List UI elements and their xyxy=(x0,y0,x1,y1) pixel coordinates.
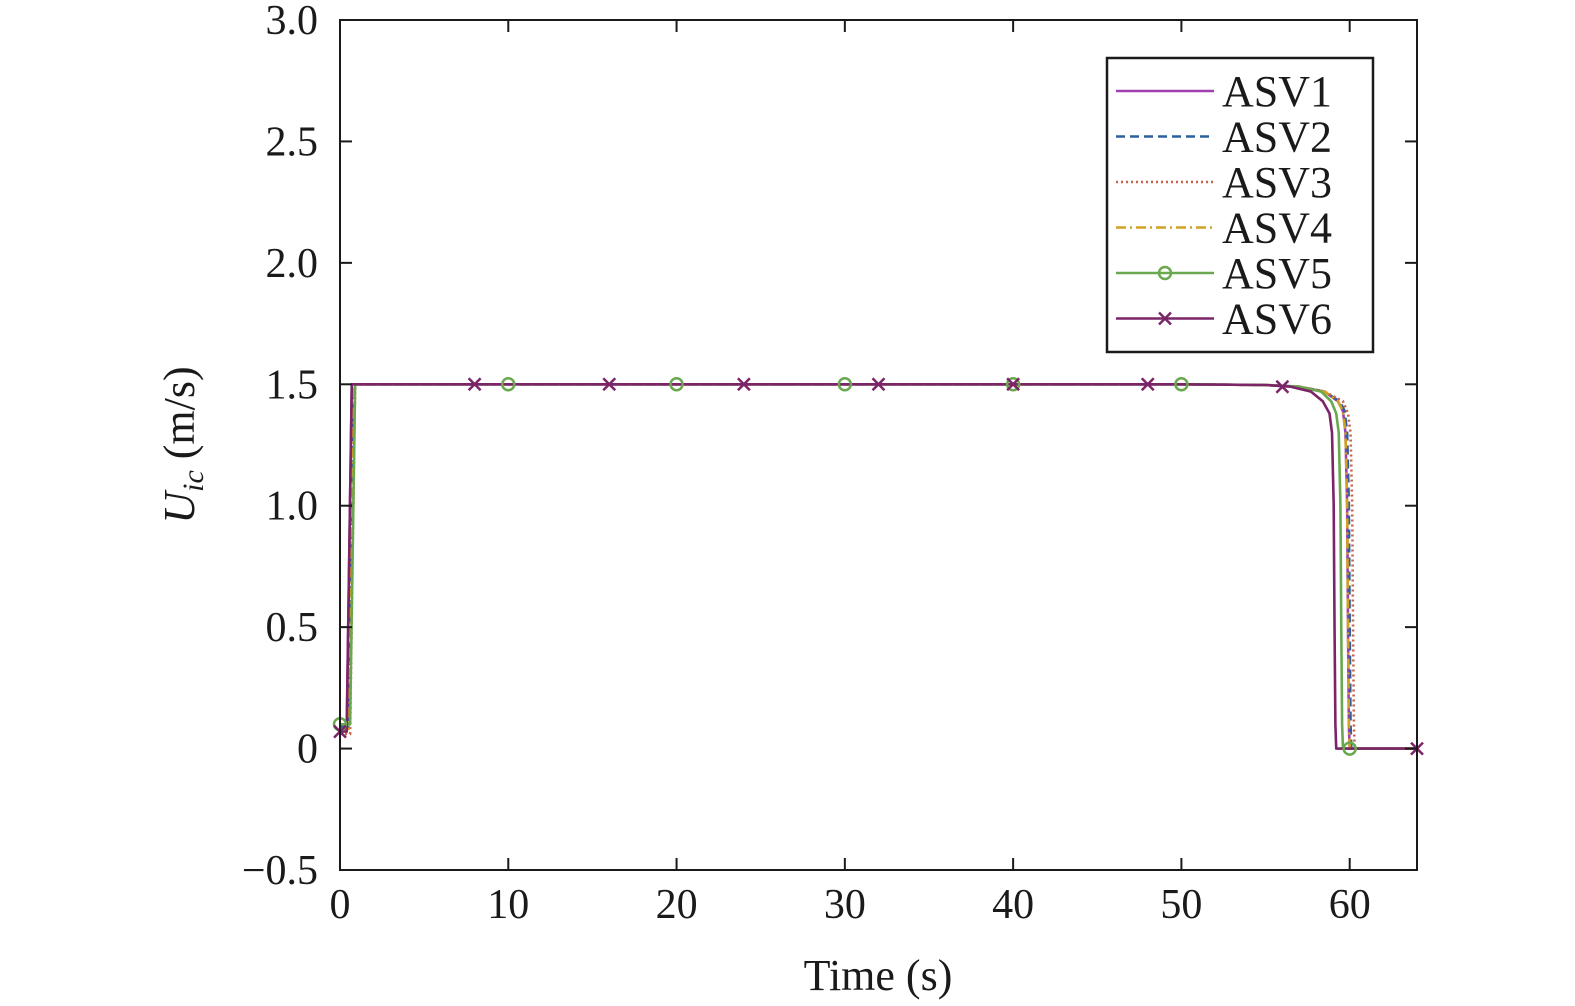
series-marker-asv5 xyxy=(1174,377,1189,392)
series-marker-asv6-stroke-b xyxy=(467,377,482,392)
marker-layer xyxy=(332,377,1424,756)
y-tick-label: 0 xyxy=(297,727,318,773)
series-marker-asv5 xyxy=(669,377,684,392)
plot-frame xyxy=(339,19,1418,871)
series-marker-asv5 xyxy=(837,377,853,392)
legend-label-asv4: ASV4 xyxy=(1222,204,1332,253)
x-axis-label: Time (s) xyxy=(804,951,953,1000)
y-tick-label: 1.0 xyxy=(266,484,319,530)
x-tick-label: 20 xyxy=(656,882,698,928)
series-marker-asv6-stroke-b xyxy=(1275,379,1290,394)
legend-label-asv3: ASV3 xyxy=(1222,158,1332,207)
legend-label-asv1: ASV1 xyxy=(1222,67,1332,116)
legend-label-asv6: ASV6 xyxy=(1222,295,1332,344)
y-axis-label: Uic (m/s) xyxy=(155,366,210,523)
series-line-asv6 xyxy=(340,382,1417,750)
x-tick-label: 60 xyxy=(1329,882,1371,928)
series-marker-asv6-stroke-b xyxy=(1006,377,1021,392)
y-tick-label: 3.0 xyxy=(266,0,319,44)
y-axis-label-symbol: U xyxy=(155,489,204,524)
series-marker-asv5 xyxy=(501,377,516,392)
series-marker-asv6 xyxy=(602,377,617,392)
series-marker-asv6 xyxy=(871,377,886,392)
x-tick-label: 40 xyxy=(992,882,1034,928)
series-marker-asv6-stroke-b xyxy=(736,377,751,392)
series-marker-asv5 xyxy=(1342,741,1357,756)
series-marker-asv6 xyxy=(1006,377,1021,392)
y-tick-label: 0.5 xyxy=(266,605,319,651)
series-marker-asv6-stroke-b xyxy=(1140,377,1155,392)
x-tick-label: 50 xyxy=(1160,882,1202,928)
y-tick-label: −0.5 xyxy=(242,848,318,894)
series-marker-asv6 xyxy=(736,377,751,392)
series-marker-asv5 xyxy=(1005,377,1021,392)
x-tick-label: 30 xyxy=(824,882,866,928)
x-tick-label: 0 xyxy=(330,882,351,928)
legend-marker-asv6-stroke-b xyxy=(1158,311,1172,326)
y-axis-label-unit: (m/s) xyxy=(155,366,204,470)
legend-marker-asv6 xyxy=(1158,311,1172,326)
series-marker-asv6 xyxy=(1275,379,1290,394)
y-axis-label-subscript: ic xyxy=(177,470,210,492)
series-marker-asv6 xyxy=(467,377,482,392)
series-marker-asv6-stroke-b xyxy=(871,377,886,392)
legend-label-asv5: ASV5 xyxy=(1222,249,1332,298)
tick-layer: 0 10 20 30 40 50 60 −0.5 0 0.5 1.0 1.5 2.0 2.5 3.0 xyxy=(242,0,1417,928)
series-marker-asv6 xyxy=(1140,377,1155,392)
y-tick-label: 2.5 xyxy=(266,119,319,165)
y-tick-label: 2.0 xyxy=(266,241,319,287)
legend-box xyxy=(1105,56,1375,354)
y-tick-label: 1.5 xyxy=(266,362,319,408)
x-tick-label: 10 xyxy=(487,882,529,928)
legend-marker-asv5 xyxy=(1157,265,1173,281)
legend-label-asv2: ASV2 xyxy=(1222,113,1332,162)
series-marker-asv6-stroke-b xyxy=(602,377,617,392)
